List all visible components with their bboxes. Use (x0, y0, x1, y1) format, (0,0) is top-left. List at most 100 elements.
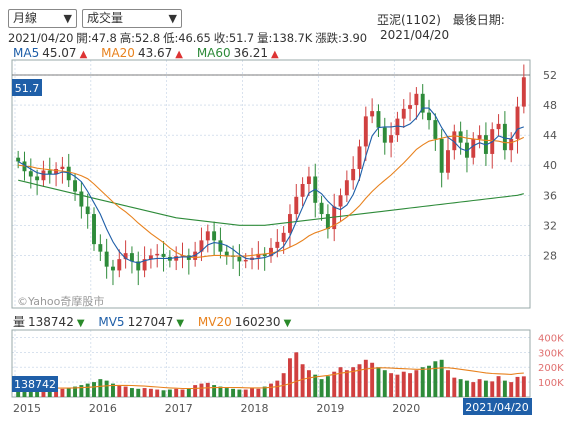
volume-bar (243, 389, 248, 397)
volume-bar (521, 376, 526, 397)
volume-bar (79, 385, 84, 397)
volume-bar (319, 379, 324, 397)
volume-label: 量: (257, 31, 273, 45)
price-tick-label: 40 (543, 159, 557, 172)
volume-bar (237, 389, 242, 397)
price-tick-label: 32 (543, 219, 557, 232)
volume-bar (382, 370, 387, 397)
volume-bar (256, 388, 261, 397)
volume-bar (344, 370, 349, 397)
mv5-value: 127047 (127, 315, 174, 329)
volume-bar (98, 379, 103, 397)
volume-bar (306, 370, 311, 397)
low-label: 低: (163, 31, 179, 45)
ma5-value: 45.07 (42, 46, 77, 60)
open-value: 47.8 (91, 31, 117, 45)
high-label: 高: (119, 31, 135, 45)
price-tick-label: 36 (543, 189, 557, 202)
candle-body (79, 191, 84, 207)
candle-body (433, 120, 438, 139)
volume-bar (117, 385, 122, 397)
volume-bar (212, 385, 217, 397)
candle-body (370, 111, 375, 117)
indicator-select[interactable]: 成交量 ▼ (82, 9, 182, 28)
candle-body (509, 138, 514, 151)
volume-bar (155, 389, 160, 397)
volume-bar (477, 379, 482, 397)
volume-bar (167, 389, 172, 397)
candle-body (262, 253, 267, 257)
x-tick-label: 2019 (316, 402, 344, 415)
volume-bar (325, 376, 330, 397)
volume-bar (66, 388, 71, 397)
candle-body (446, 150, 450, 173)
volume-bar (180, 389, 185, 397)
chevron-down-icon: ▼ (168, 12, 177, 25)
candlesticks (16, 64, 526, 286)
volume-bar (433, 361, 438, 397)
candle-body (477, 135, 482, 139)
candle-body (325, 214, 330, 230)
candle-body (243, 259, 248, 262)
candle-body (281, 232, 286, 242)
candle-body (205, 231, 210, 241)
volume-bar (186, 388, 191, 397)
price-tick-label: 52 (543, 69, 557, 82)
candle-body (521, 77, 526, 107)
volume-bar (92, 382, 96, 397)
x-tick-label: 2015 (13, 402, 41, 415)
chart-frames (11, 59, 531, 398)
candle-body (256, 253, 261, 258)
x-tick-label: 2018 (241, 402, 269, 415)
candle-body (104, 251, 109, 267)
candle-body (54, 168, 59, 175)
price-tick-label: 28 (543, 249, 557, 262)
down-arrow-icon: ▼ (283, 318, 292, 329)
volume-bar (85, 383, 90, 397)
candle-body (16, 157, 21, 162)
volume-bar (414, 370, 419, 397)
current-volume-tag: 138742 (14, 378, 56, 391)
axis-labels: 28 32 36 40 44 48 52 2015 2016 2017 2018 2019 2020 10… (13, 69, 564, 415)
volume-bar (446, 370, 450, 397)
candle-body (420, 93, 425, 113)
up-arrow-icon: ▲ (175, 49, 183, 60)
candle-body (85, 206, 90, 215)
volume-tick-label: 400K (538, 333, 564, 344)
ma20-line (18, 135, 525, 259)
volume-tick-label: 200K (538, 363, 564, 374)
vol-label: 量 (13, 315, 26, 329)
volume-bar (111, 383, 115, 397)
candle-body (148, 255, 153, 260)
current-price-tag-bg (12, 79, 42, 96)
last-date-label: 最後日期: (452, 13, 505, 27)
low-value: 46.65 (178, 31, 211, 45)
volume-bar (142, 388, 147, 397)
volume-ma-lines (18, 367, 524, 390)
mv5-legend: MV5 127047 ▼ (98, 315, 184, 329)
volume-bar (269, 383, 273, 397)
volume-bar (104, 380, 109, 397)
candle-body (35, 176, 40, 181)
volume-bar (47, 389, 52, 397)
volume-bar (262, 386, 267, 397)
candle-body (376, 111, 381, 128)
volume-bar (509, 382, 514, 397)
volume-bar (376, 367, 381, 397)
ma5-legend: MA5 45.07 ▲ (13, 46, 87, 60)
candle-body (47, 170, 52, 175)
candle-body (389, 135, 394, 143)
candle-body (515, 106, 520, 139)
stock-header: 亞泥(1102) 最後日期: 2021/04/20 (377, 11, 569, 42)
candle-body (427, 112, 431, 121)
period-select[interactable]: 月線 ▼ (8, 9, 77, 28)
change-value: 3.90 (341, 31, 367, 45)
mv20-line (18, 367, 524, 390)
ma-legend: MA5 45.07 ▲ MA20 43.67 ▲ MA60 36.21 ▲ (13, 46, 289, 60)
candle-body (66, 166, 71, 181)
volume-bar (471, 382, 476, 397)
volume-bar (288, 358, 292, 397)
volume-bar (231, 388, 236, 397)
price-gridlines (12, 60, 530, 308)
